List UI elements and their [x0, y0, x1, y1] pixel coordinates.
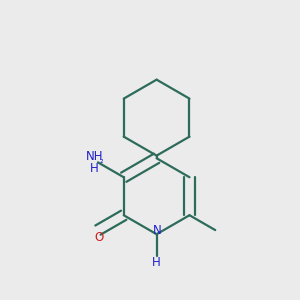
- Text: O: O: [95, 231, 104, 244]
- Text: ₂: ₂: [100, 156, 103, 165]
- Text: N: N: [153, 224, 162, 237]
- Text: H: H: [152, 256, 161, 269]
- Text: NH: NH: [86, 150, 104, 163]
- Text: H: H: [90, 162, 99, 175]
